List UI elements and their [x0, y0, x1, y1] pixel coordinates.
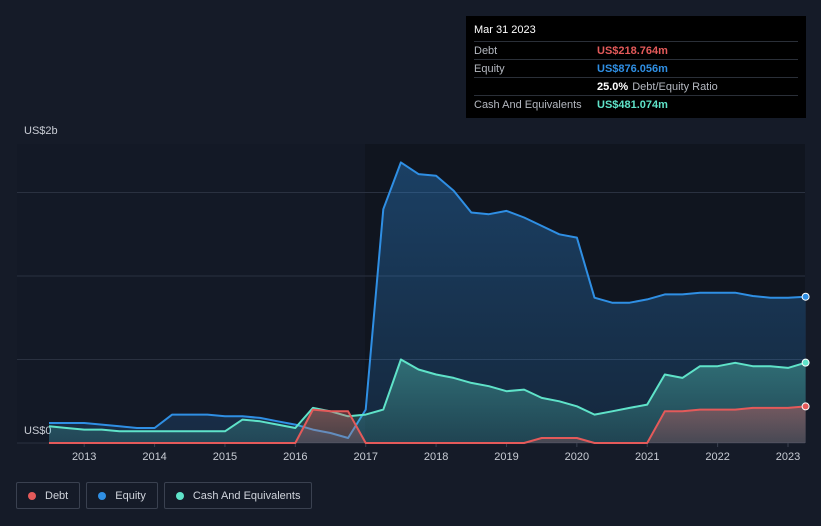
series-line — [49, 405, 806, 444]
y-tick-label: US$0 — [24, 425, 52, 437]
tooltip-label: Equity — [474, 62, 505, 75]
legend: Debt Equity Cash And Equivalents — [16, 482, 313, 509]
series-line — [49, 161, 806, 439]
tooltip-value: US$876.056m — [597, 62, 668, 75]
series-line — [48, 358, 806, 433]
x-tick-label: 2021 — [635, 451, 659, 463]
legend-swatch — [28, 491, 36, 500]
legend-item[interactable]: Debt — [16, 482, 81, 509]
tooltip-note: Debt/Equity Ratio — [632, 80, 718, 93]
tooltip-row: Debt US$218.764m — [474, 41, 798, 59]
legend-item[interactable]: Cash And Equivalents — [163, 482, 313, 509]
tooltip-row: Equity US$876.056m — [474, 59, 798, 77]
legend-swatch — [98, 491, 107, 500]
tooltip-row: Cash And Equivalents US$481.074m — [474, 95, 798, 113]
tooltip-value: 25.0% — [597, 80, 629, 93]
x-tick-label: 2020 — [565, 451, 589, 463]
tooltip: Mar 31 2023 Debt US$218.764m Equity US$876… — [466, 16, 806, 118]
tooltip-label: Debt — [474, 44, 498, 57]
legend-label: Debt — [45, 489, 69, 502]
legend-label: Cash And Equivalents — [192, 489, 301, 502]
series-area — [49, 359, 806, 443]
legend-swatch — [175, 491, 184, 500]
series-area — [49, 162, 806, 443]
x-tick-label: 2016 — [283, 451, 307, 463]
x-tick-label: 2023 — [776, 451, 800, 463]
legend-label: Equity — [115, 489, 146, 502]
x-tick-label: 2022 — [705, 451, 729, 463]
x-tick-label: 2017 — [353, 451, 377, 463]
x-tick-label: 2014 — [142, 451, 166, 463]
end-marker — [801, 402, 810, 411]
x-tick-label: 2015 — [213, 451, 237, 463]
x-tick-label: 2019 — [494, 451, 518, 463]
tooltip-date: Mar 31 2023 — [474, 24, 536, 36]
end-marker — [801, 292, 810, 301]
end-marker — [801, 358, 810, 367]
y-tick-label: US$2b — [24, 125, 58, 137]
legend-item[interactable]: Equity — [86, 482, 158, 509]
chart: US$0 US$2b 2013 2014 2015 2016 2017 2018 2019 202… — [17, 125, 810, 463]
tooltip-value: US$218.764m — [597, 44, 668, 57]
tooltip-label: Cash And Equivalents — [474, 98, 582, 111]
tooltip-value: US$481.074m — [597, 98, 668, 111]
x-tick-label: 2018 — [424, 451, 448, 463]
x-tick-label: 2013 — [72, 451, 96, 463]
tooltip-row: 25.0% Debt/Equity Ratio — [474, 77, 798, 95]
